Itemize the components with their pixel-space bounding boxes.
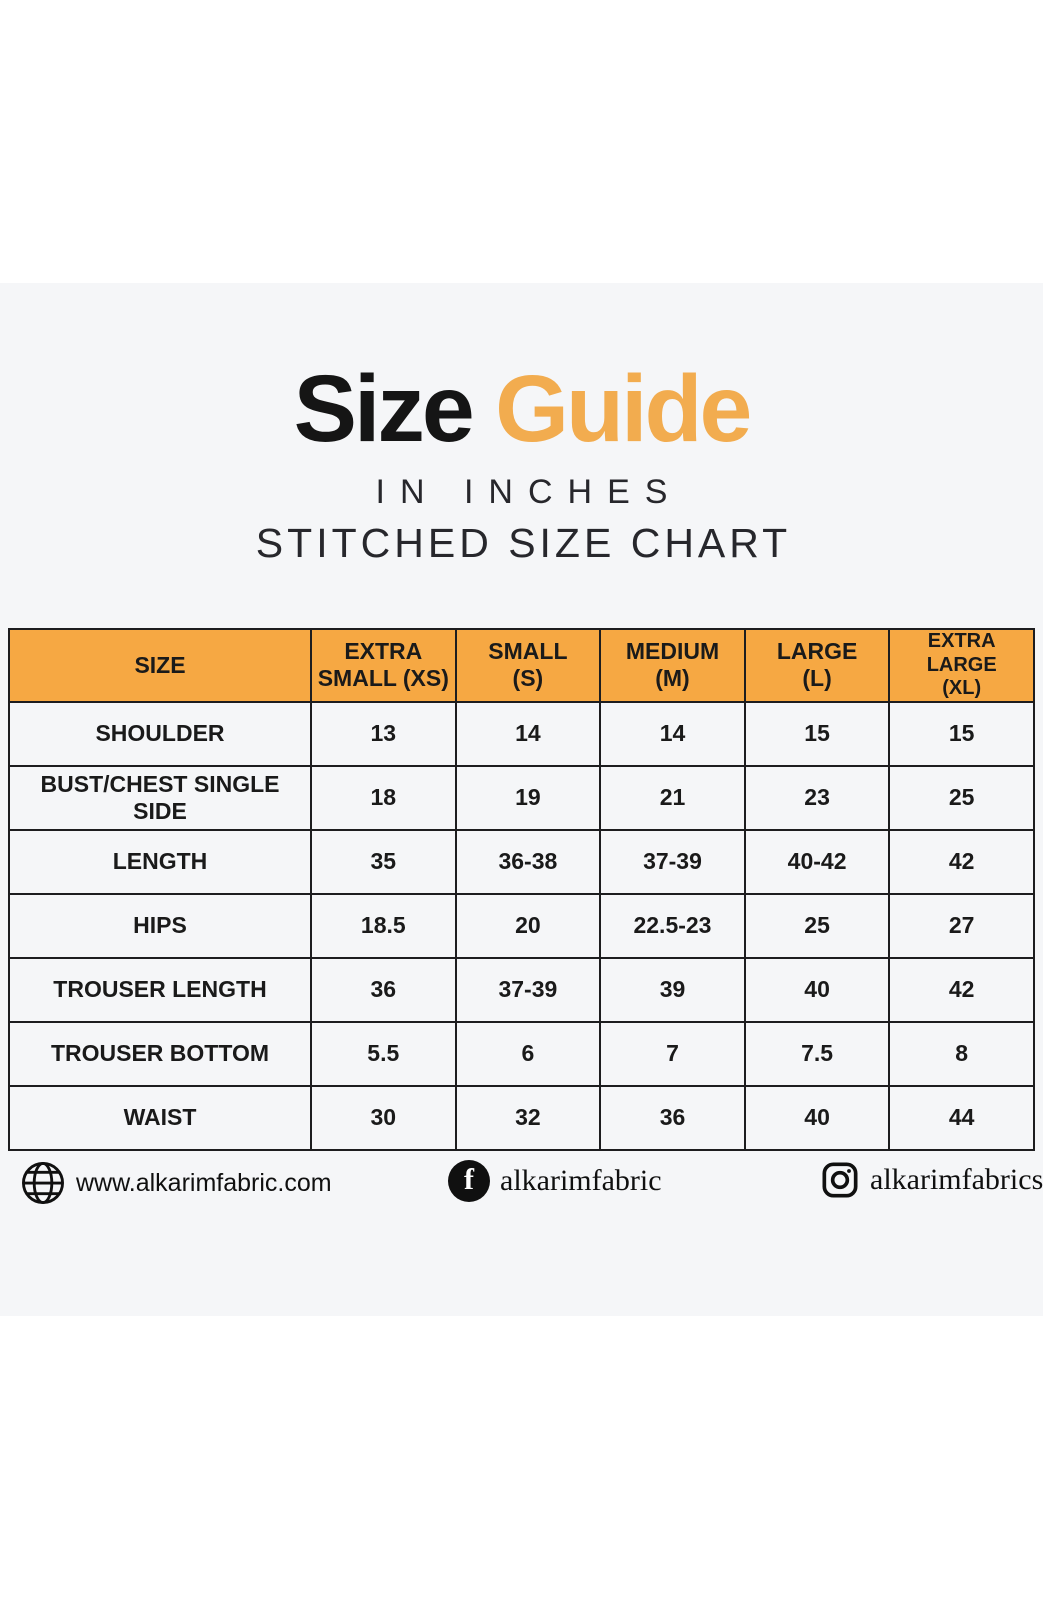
title-block: Size Guide IN INCHES STITCHED SIZE CHART xyxy=(0,362,1043,567)
cell-value: 36 xyxy=(599,1084,746,1151)
table-row: LENGTH 35 36-38 37-39 40-42 42 xyxy=(8,828,1035,895)
cell-value: 42 xyxy=(888,828,1035,895)
website-url: www.alkarimfabric.com xyxy=(76,1168,332,1197)
cell-value: 13 xyxy=(310,700,457,767)
cell-value: 37-39 xyxy=(599,828,746,895)
table-row: SHOULDER 13 14 14 15 15 xyxy=(8,700,1035,767)
facebook-handle: alkarimfabric xyxy=(500,1164,662,1197)
table-row: TROUSER BOTTOM 5.5 6 7 7.5 8 xyxy=(8,1020,1035,1087)
cell-value: 15 xyxy=(743,700,891,767)
cell-value: 44 xyxy=(888,1084,1035,1151)
row-label: SHOULDER xyxy=(8,700,312,767)
subtitle-units: IN INCHES xyxy=(375,473,683,511)
instagram-icon xyxy=(820,1160,860,1200)
subtitle-chart-type: STITCHED SIZE CHART xyxy=(255,520,792,566)
table-row: WAIST 30 32 36 40 44 xyxy=(8,1084,1035,1151)
cell-value: 19 xyxy=(454,764,602,831)
cell-value: 18.5 xyxy=(310,892,457,959)
cell-value: 40 xyxy=(743,1084,891,1151)
table-row: HIPS 18.5 20 22.5-23 25 27 xyxy=(8,892,1035,959)
table-header-row: SIZE EXTRA SMALL (XS) SMALL (S) MEDIUM (… xyxy=(8,628,1035,703)
column-header-m: MEDIUM (M) xyxy=(599,628,746,703)
cell-value: 7 xyxy=(599,1020,746,1087)
cell-value: 15 xyxy=(888,700,1035,767)
row-label: BUST/CHEST SINGLE SIDE xyxy=(8,764,312,831)
table-row: BUST/CHEST SINGLE SIDE 18 19 21 23 25 xyxy=(8,764,1035,831)
page-title-black: Size xyxy=(293,356,475,462)
cell-value: 8 xyxy=(888,1020,1035,1087)
footer-instagram: alkarimfabrics xyxy=(820,1160,1043,1200)
size-chart-table: SIZE EXTRA SMALL (XS) SMALL (S) MEDIUM (… xyxy=(8,628,1035,1151)
footer-facebook: f alkarimfabric xyxy=(448,1160,662,1202)
cell-value: 14 xyxy=(599,700,746,767)
cell-value: 25 xyxy=(743,892,891,959)
column-header-l: LARGE (L) xyxy=(743,628,891,703)
page-title-orange: Guide xyxy=(495,356,752,462)
page-title: Size Guide xyxy=(0,362,1043,457)
facebook-icon: f xyxy=(448,1160,490,1202)
cell-value: 20 xyxy=(454,892,602,959)
row-label: WAIST xyxy=(8,1084,312,1151)
cell-value: 18 xyxy=(310,764,457,831)
table-row: TROUSER LENGTH 36 37-39 39 40 42 xyxy=(8,956,1035,1023)
cell-value: 27 xyxy=(888,892,1035,959)
column-header-xs: EXTRA SMALL (XS) xyxy=(310,628,457,703)
cell-value: 37-39 xyxy=(454,956,602,1023)
row-label: LENGTH xyxy=(8,828,312,895)
cell-value: 7.5 xyxy=(743,1020,891,1087)
instagram-handle: alkarimfabrics xyxy=(870,1163,1043,1196)
column-header-s: SMALL (S) xyxy=(454,628,602,703)
cell-value: 30 xyxy=(310,1084,457,1151)
column-header-xl: EXTRA LARGE (XL) xyxy=(888,628,1035,703)
cell-value: 40 xyxy=(743,956,891,1023)
cell-value: 39 xyxy=(599,956,746,1023)
cell-value: 32 xyxy=(454,1084,602,1151)
cell-value: 21 xyxy=(599,764,746,831)
cell-value: 25 xyxy=(888,764,1035,831)
cell-value: 42 xyxy=(888,956,1035,1023)
cell-value: 22.5-23 xyxy=(599,892,746,959)
footer-website: www.alkarimfabric.com xyxy=(20,1160,332,1206)
row-label: TROUSER BOTTOM xyxy=(8,1020,312,1087)
cell-value: 35 xyxy=(310,828,457,895)
cell-value: 36 xyxy=(310,956,457,1023)
cell-value: 14 xyxy=(454,700,602,767)
cell-value: 5.5 xyxy=(310,1020,457,1087)
cell-value: 36-38 xyxy=(454,828,602,895)
cell-value: 23 xyxy=(743,764,891,831)
cell-value: 40-42 xyxy=(743,828,891,895)
cell-value: 6 xyxy=(454,1020,602,1087)
row-label: TROUSER LENGTH xyxy=(8,956,312,1023)
globe-icon xyxy=(20,1160,66,1206)
column-header-size: SIZE xyxy=(8,628,312,703)
row-label: HIPS xyxy=(8,892,312,959)
